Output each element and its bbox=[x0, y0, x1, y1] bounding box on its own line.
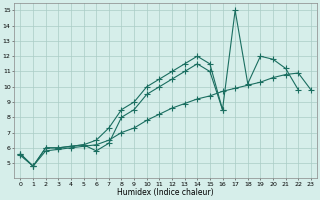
X-axis label: Humidex (Indice chaleur): Humidex (Indice chaleur) bbox=[117, 188, 214, 197]
